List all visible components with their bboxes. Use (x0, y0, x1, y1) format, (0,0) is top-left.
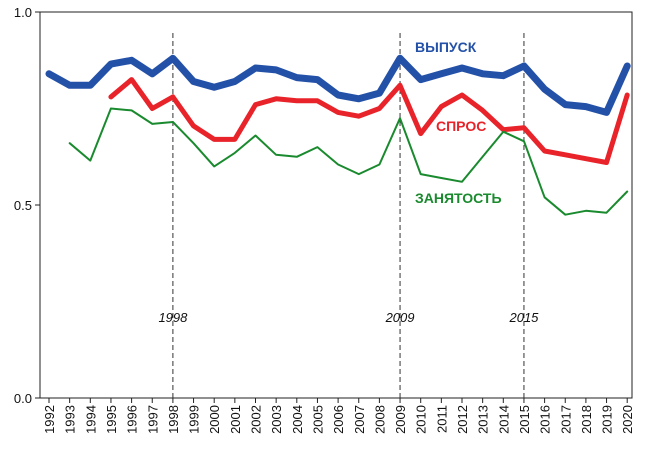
x-axis: 1992 1993 1994 1995 1996 1997 1998 1999 2000 2001… (42, 398, 635, 434)
series-lines (45, 54, 631, 216)
x-tick-label: 1996 (125, 405, 140, 434)
x-tick-label: 1995 (104, 405, 119, 434)
series-label-vypusk: ВЫПУСК (415, 39, 477, 55)
x-tick-label: 2017 (558, 405, 573, 434)
x-tick-label: 1994 (83, 405, 98, 434)
x-tick-label: 2020 (620, 405, 635, 434)
plot-area-frame (39, 11, 633, 399)
x-tick-label: 2016 (538, 405, 553, 434)
event-label-2015: 2015 (508, 310, 539, 325)
x-tick-label: 2010 (414, 405, 429, 434)
y-tick-label: 0.5 (14, 198, 32, 213)
x-tick-label: 2006 (331, 405, 346, 434)
series-label-spros: СПРОС (436, 118, 486, 134)
x-tick-label: 2007 (352, 405, 367, 434)
series-labels: ВЫПУСК СПРОС ЗАНЯТОСТЬ (415, 39, 502, 206)
y-axis: 0.0 0.5 1.0 (14, 5, 40, 406)
series-label-zanyatost: ЗАНЯТОСТЬ (415, 190, 502, 206)
x-tick-label: 2008 (372, 405, 387, 434)
event-lines: 1998 2009 2015 (158, 33, 539, 398)
x-tick-label: 2014 (496, 405, 511, 434)
x-tick-label: 2002 (249, 405, 264, 434)
series-line-spros (108, 77, 630, 165)
x-tick-label: 2013 (476, 405, 491, 434)
x-tick-label: 2009 (393, 405, 408, 434)
x-tick-label: 1999 (187, 405, 202, 434)
y-tick-label: 1.0 (14, 5, 32, 20)
x-tick-label: 2004 (290, 405, 305, 434)
y-tick-label: 0.0 (14, 391, 32, 406)
x-tick-label: 1993 (63, 405, 78, 434)
x-tick-label: 1997 (145, 405, 160, 434)
x-tick-label: 2012 (455, 405, 470, 434)
x-tick-label: 2011 (434, 405, 449, 433)
x-tick-label: 2005 (310, 405, 325, 434)
event-label-1998: 1998 (158, 310, 188, 325)
x-tick-label: 1998 (166, 405, 181, 434)
x-tick-label: 1992 (42, 405, 57, 434)
x-tick-label: 2018 (579, 405, 594, 434)
series-line-vypusk (45, 54, 631, 116)
event-label-2009: 2009 (385, 310, 415, 325)
x-tick-label: 2015 (517, 405, 532, 434)
x-tick-label: 2000 (207, 405, 222, 434)
x-tick-label: 2003 (269, 405, 284, 434)
series-line-zanyatost (68, 107, 629, 216)
x-tick-label: 2001 (228, 405, 243, 434)
x-tick-label: 2019 (600, 405, 615, 434)
